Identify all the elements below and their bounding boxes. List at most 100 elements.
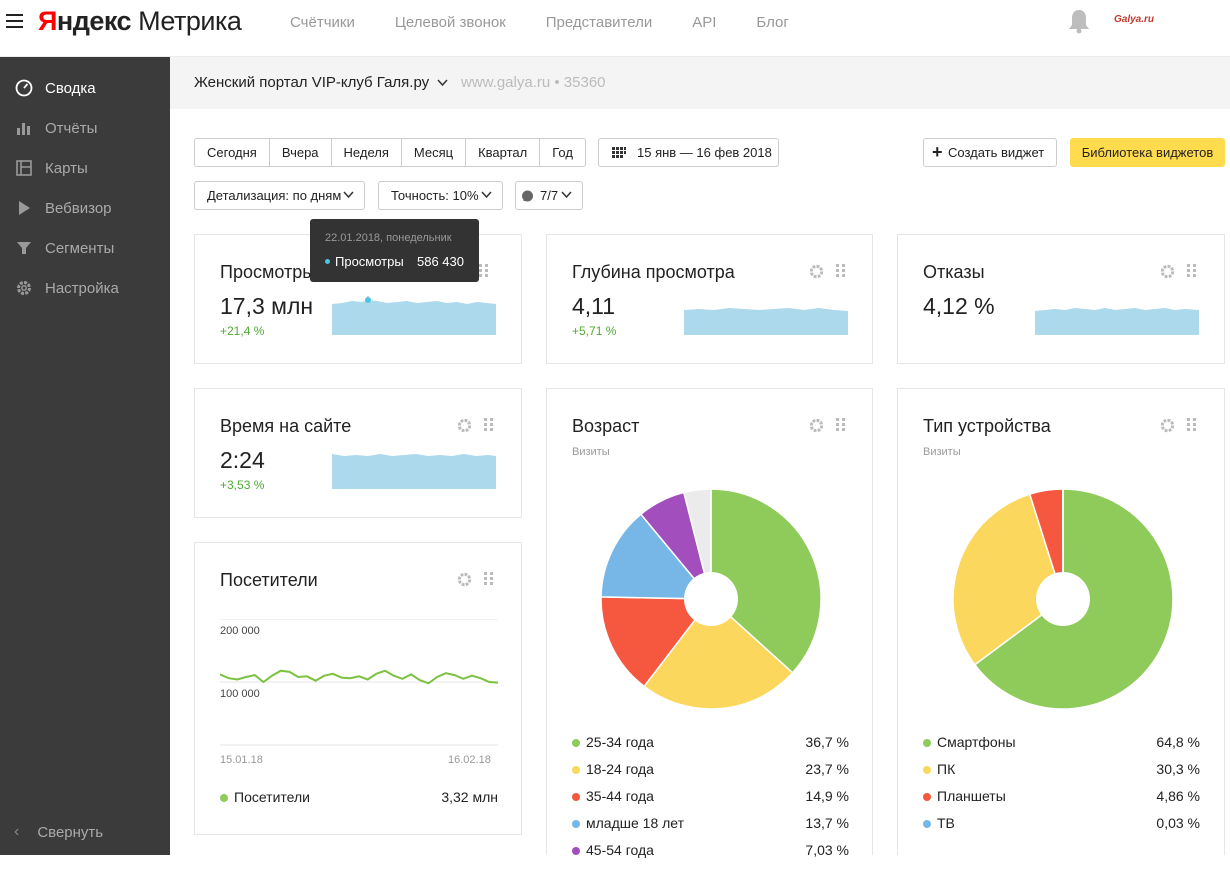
drag-handle-icon[interactable] <box>1186 417 1198 433</box>
date-range-button[interactable]: 15 янв — 16 фев 2018 <box>598 138 779 167</box>
chevron-down-icon <box>561 191 572 199</box>
widget-time-on-site: Время на сайте 2:24 +3,53 % <box>194 388 522 518</box>
gear-icon[interactable] <box>808 263 825 280</box>
legend-name: 45-54 года <box>586 842 654 858</box>
period-month[interactable]: Месяц <box>402 139 466 166</box>
visitors-legend: Посетители 3,32 млн <box>220 789 498 816</box>
logo-ndex: ндекс <box>57 6 131 36</box>
gear-icon[interactable] <box>808 417 825 434</box>
widget-value: 4,11 <box>572 293 615 320</box>
legend-name: 18-24 года <box>586 761 654 777</box>
calendar-icon <box>612 147 626 158</box>
segments-count: 7/7 <box>540 188 558 203</box>
legend-dot <box>572 739 580 747</box>
bar-chart-icon <box>14 118 34 138</box>
drag-handle-icon[interactable] <box>835 263 847 279</box>
period-today[interactable]: Сегодня <box>195 139 270 166</box>
chevron-down-icon <box>437 79 448 87</box>
widget-title: Глубина просмотра <box>572 262 735 283</box>
legend-dot <box>923 739 931 747</box>
gear-icon[interactable] <box>1159 417 1176 434</box>
legend-row: Посетители 3,32 млн <box>220 789 498 816</box>
period-yesterday[interactable]: Вчера <box>270 139 332 166</box>
period-quarter[interactable]: Квартал <box>466 139 540 166</box>
devices-donut-hole <box>1036 572 1090 626</box>
tooltip-date: 22.01.2018, понедельник <box>325 232 452 244</box>
accuracy-dropdown[interactable]: Точность: 10% <box>378 181 503 210</box>
widget-subtitle: Визиты <box>923 446 961 458</box>
nav-counters[interactable]: Счётчики <box>290 14 355 31</box>
drag-handle-icon[interactable] <box>835 417 847 433</box>
drag-handle-icon[interactable] <box>483 417 495 433</box>
widget-title: Возраст <box>572 416 639 437</box>
speech-bubble-icon <box>521 190 534 203</box>
nav-blog[interactable]: Блог <box>756 14 788 31</box>
map-icon <box>14 158 34 178</box>
legend-dot <box>572 766 580 774</box>
y-tick-100000: 100 000 <box>220 688 260 700</box>
logo[interactable]: Яндекс Метрика <box>38 6 241 37</box>
sidebar-item-maps[interactable]: Карты <box>0 148 170 188</box>
filter-icon <box>14 238 34 258</box>
legend-percent: 13,7 % <box>805 815 849 831</box>
legend-percent: 36,7 % <box>805 734 849 750</box>
period-week[interactable]: Неделя <box>332 139 402 166</box>
segments-dropdown[interactable]: 7/7 <box>515 181 583 210</box>
create-widget-button[interactable]: + Создать виджет <box>923 138 1057 167</box>
sidebar-item-label: Сегменты <box>45 240 114 257</box>
widget-library-button[interactable]: Библиотека виджетов <box>1070 138 1225 167</box>
widget-tools <box>808 263 847 280</box>
bell-icon[interactable] <box>1068 8 1090 34</box>
date-range-label: 15 янв — 16 фев 2018 <box>637 145 772 160</box>
sidebar-item-segments[interactable]: Сегменты <box>0 228 170 268</box>
sidebar-item-summary[interactable]: Сводка <box>0 68 170 108</box>
widget-value: 2:24 <box>220 447 265 474</box>
legend-dot <box>923 820 931 828</box>
collapse-label: Свернуть <box>37 824 103 841</box>
chart-tooltip: 22.01.2018, понедельник Просмотры 586 43… <box>310 219 479 282</box>
nav-call-tracking[interactable]: Целевой звонок <box>395 14 506 31</box>
accuracy-label: Точность: 10% <box>391 188 479 203</box>
x-tick-start: 15.01.18 <box>220 754 263 766</box>
legend-percent: 0,03 % <box>1156 815 1200 831</box>
sidebar-item-label: Сводка <box>45 80 96 97</box>
widget-title: Посетители <box>220 570 318 591</box>
nav-api[interactable]: API <box>692 14 716 31</box>
gauge-icon <box>14 78 34 98</box>
views-sparkline <box>332 296 496 335</box>
sidebar-item-label: Карты <box>45 160 88 177</box>
drag-handle-icon[interactable] <box>483 571 495 587</box>
gear-icon[interactable] <box>456 417 473 434</box>
sidebar-item-settings[interactable]: Настройка <box>0 268 170 308</box>
menu-icon[interactable] <box>6 14 23 28</box>
sidebar-item-webvisor[interactable]: Вебвизор <box>0 188 170 228</box>
sidebar-item-label: Настройка <box>45 280 119 297</box>
detail-dropdown[interactable]: Детализация: по дням <box>194 181 365 210</box>
top-bar: Яндекс Метрика Счётчики Целевой звонок П… <box>0 0 1230 57</box>
widget-title: Отказы <box>923 262 985 283</box>
widget-delta: +5,71 % <box>572 324 616 338</box>
widget-title: Просмотры <box>220 262 315 283</box>
period-year[interactable]: Год <box>540 139 585 166</box>
sidebar-item-reports[interactable]: Отчёты <box>0 108 170 148</box>
drag-handle-icon[interactable] <box>1186 263 1198 279</box>
widget-visitors: Посетители 200 000 100 000 15.01.18 16.0… <box>194 542 522 835</box>
widget-bounces: Отказы 4,12 % <box>897 234 1225 364</box>
nav-agencies[interactable]: Представители <box>546 14 652 31</box>
gear-icon[interactable] <box>1159 263 1176 280</box>
counter-selector[interactable]: Женский портал VIP-клуб Галя.ру <box>194 74 448 91</box>
avatar[interactable]: Galya.ru <box>1114 14 1154 25</box>
plus-icon: + <box>932 139 943 166</box>
sidebar-item-label: Вебвизор <box>45 200 112 217</box>
chevron-left-icon: ‹ <box>14 823 19 841</box>
drag-handle-icon[interactable] <box>478 263 490 279</box>
collapse-sidebar-button[interactable]: ‹ Свернуть <box>14 823 103 841</box>
gear-icon[interactable] <box>456 571 473 588</box>
